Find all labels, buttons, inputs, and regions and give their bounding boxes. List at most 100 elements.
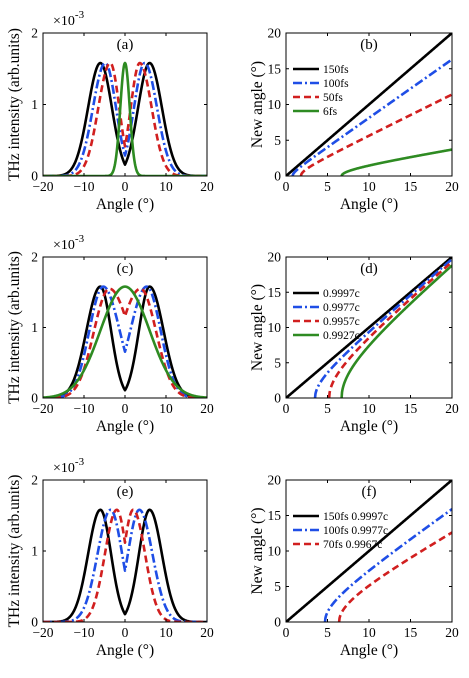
- panel-f: 0 5 10 15 20 0 5 10 15 20 Angle (°) New angle (°) (f…: [249, 473, 459, 660]
- x-axis-label: Angle (°): [340, 642, 398, 659]
- y-tick-label: 0: [274, 615, 281, 630]
- y-tick-label: 2: [31, 473, 38, 488]
- legend-label: 70fs 0.9967c: [323, 539, 382, 551]
- legend: 150fs 100fs 50fs 6fs: [293, 64, 349, 118]
- y-tick-label: 15: [268, 285, 282, 300]
- legend-label: 100fs 0.9977c: [323, 525, 388, 537]
- panel-label: (c): [117, 261, 134, 277]
- panel-a: −20 −10 0 10 20 0 1 2 Angle (°) THz intensity (ar…: [6, 9, 214, 213]
- x-tick-label: 20: [200, 401, 214, 416]
- y-tick-label: 1: [31, 97, 38, 112]
- y-tick-label: 20: [268, 473, 282, 488]
- x-tick-label: 10: [159, 179, 173, 194]
- y-tick-label: 0: [31, 391, 38, 406]
- y-axis-exponent-power: -3: [75, 9, 85, 21]
- panel-label: (e): [117, 484, 134, 500]
- x-tick-label: −20: [32, 625, 53, 640]
- series-group: [286, 480, 452, 622]
- series-line-curve-1: [43, 61, 207, 176]
- y-tick-label: 15: [268, 508, 282, 523]
- x-tick-label: 10: [362, 401, 376, 416]
- x-axis-label: Angle (°): [96, 418, 154, 435]
- y-axis-exponent: ×10-3: [53, 456, 85, 476]
- series-line-50fs: [299, 93, 452, 176]
- legend-label: 6fs: [323, 106, 338, 118]
- x-tick-label: 0: [283, 179, 290, 194]
- series-line-curve-2: [43, 285, 207, 398]
- legend-label: 100fs: [323, 78, 349, 90]
- x-tick-label: 0: [283, 401, 290, 416]
- series-line-70fs-0-9967c: [337, 531, 452, 622]
- series-line-0-9977c: [313, 258, 452, 398]
- y-tick-label: 10: [268, 320, 282, 335]
- series-line-curve-1: [43, 285, 207, 398]
- series-line-150fs: [286, 33, 452, 176]
- series-group: [286, 257, 452, 398]
- x-axis-label: Angle (°): [340, 418, 398, 435]
- y-tick-label: 20: [268, 26, 282, 41]
- series-line-curve-3: [43, 287, 207, 398]
- legend-label: 150fs: [323, 64, 349, 76]
- series-line-100fs-0-9977c: [323, 508, 452, 622]
- x-tick-label: 10: [362, 179, 376, 194]
- y-tick-label: 10: [268, 544, 282, 559]
- series-line-6fs: [340, 148, 452, 176]
- panel-label: (b): [360, 37, 378, 53]
- y-axis-label: New angle (°): [249, 284, 266, 371]
- y-tick-label: 2: [31, 250, 38, 265]
- y-axis-label: THz intensity (arb.units): [6, 475, 23, 628]
- series-line-0-9997c: [286, 257, 452, 398]
- panel-label: (d): [360, 261, 378, 277]
- x-tick-label: 0: [122, 179, 129, 194]
- series-group: [43, 61, 207, 176]
- y-axis-label: New angle (°): [249, 507, 266, 594]
- panel-label: (a): [117, 37, 134, 53]
- panel-b: 0 5 10 15 20 0 5 10 15 20 Angle (°) New angle (°) (b…: [249, 26, 459, 214]
- panel-c: −20 −10 0 10 20 0 1 2 Angle (°) THz intensity (ar…: [6, 233, 214, 435]
- y-tick-label: 0: [274, 169, 281, 184]
- x-axis-label: Angle (°): [96, 642, 154, 659]
- x-tick-label: 5: [324, 179, 331, 194]
- series-group: [286, 33, 452, 176]
- series-line-curve-2: [43, 508, 207, 622]
- series-line-0-9957c: [327, 260, 452, 398]
- x-tick-label: 0: [122, 401, 129, 416]
- legend: 150fs 0.9997c 100fs 0.9977c 70fs 0.9967c: [293, 511, 388, 551]
- y-axis-exponent-power: -3: [75, 456, 85, 468]
- y-tick-label: 2: [31, 26, 38, 41]
- x-tick-label: −10: [73, 401, 94, 416]
- series-line-curve-4: [43, 285, 207, 398]
- plot-frame: [42, 256, 208, 399]
- x-tick-label: −20: [32, 179, 53, 194]
- panel-e: −20 −10 0 10 20 0 1 2 Angle (°) THz intensity (ar…: [6, 456, 214, 659]
- y-tick-label: 0: [274, 391, 281, 406]
- x-tick-label: 0: [122, 625, 129, 640]
- x-tick-label: 10: [159, 401, 173, 416]
- legend-label: 50fs: [323, 92, 343, 104]
- legend-label: 150fs 0.9997c: [323, 511, 388, 523]
- series-line-150fs-0-9997c: [286, 480, 452, 622]
- panel-label: (f): [362, 484, 377, 500]
- y-tick-label: 1: [31, 320, 38, 335]
- y-tick-label: 0: [31, 615, 38, 630]
- legend-label: 0.9997c: [323, 288, 360, 300]
- y-tick-label: 5: [274, 355, 281, 370]
- x-axis-label: Angle (°): [96, 196, 154, 213]
- x-tick-label: 15: [404, 625, 418, 640]
- panel-d: 0 5 10 15 20 0 5 10 15 20 Angle (°) New angle (°) (d…: [249, 250, 459, 436]
- x-tick-label: −10: [73, 625, 94, 640]
- x-tick-label: 15: [404, 401, 418, 416]
- x-tick-label: 20: [200, 625, 214, 640]
- series-line-curve-2: [43, 61, 207, 176]
- y-tick-label: 15: [268, 61, 282, 76]
- series-line-curve-3: [43, 61, 207, 176]
- x-tick-label: 5: [324, 401, 331, 416]
- x-tick-label: −10: [73, 179, 94, 194]
- legend-label: 0.9927c: [323, 330, 360, 342]
- y-tick-label: 0: [31, 169, 38, 184]
- series-line-100fs: [291, 58, 452, 176]
- plot-frame: [42, 479, 208, 623]
- x-tick-label: 20: [445, 179, 459, 194]
- y-tick-label: 1: [31, 544, 38, 559]
